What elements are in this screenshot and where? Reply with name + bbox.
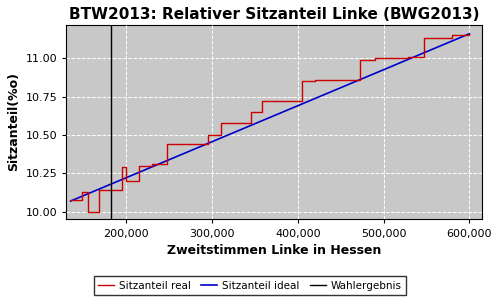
Title: BTW2013: Relativer Sitzanteil Linke (BWG2013): BTW2013: Relativer Sitzanteil Linke (BWG…	[69, 7, 480, 22]
Line: Sitzanteil real: Sitzanteil real	[70, 34, 469, 212]
Sitzanteil real	[164, 142, 170, 146]
Y-axis label: Sitzanteil(%o): Sitzanteil(%o)	[7, 73, 20, 172]
Sitzanteil ideal	[68, 199, 73, 203]
Sitzanteil ideal	[466, 32, 472, 35]
Sitzanteil ideal	[116, 179, 121, 183]
Sitzanteil real	[124, 179, 130, 183]
Sitzanteil ideal	[318, 94, 324, 98]
Sitzanteil real	[84, 210, 90, 214]
Line: Sitzanteil ideal: Sitzanteil ideal	[70, 34, 469, 201]
Sitzanteil real	[356, 78, 362, 82]
X-axis label: Zweitstimmen Linke in Hessen: Zweitstimmen Linke in Hessen	[167, 244, 382, 257]
Sitzanteil ideal	[358, 78, 364, 81]
Sitzanteil real	[271, 100, 277, 103]
Sitzanteil ideal	[226, 133, 232, 136]
Legend: Sitzanteil real, Sitzanteil ideal, Wahlergebnis: Sitzanteil real, Sitzanteil ideal, Wahle…	[94, 277, 406, 295]
Sitzanteil ideal	[356, 79, 362, 82]
Sitzanteil ideal	[198, 145, 203, 148]
Sitzanteil real	[68, 198, 73, 201]
Sitzanteil real	[78, 190, 84, 194]
Sitzanteil real	[466, 32, 472, 35]
Sitzanteil real	[119, 188, 125, 192]
